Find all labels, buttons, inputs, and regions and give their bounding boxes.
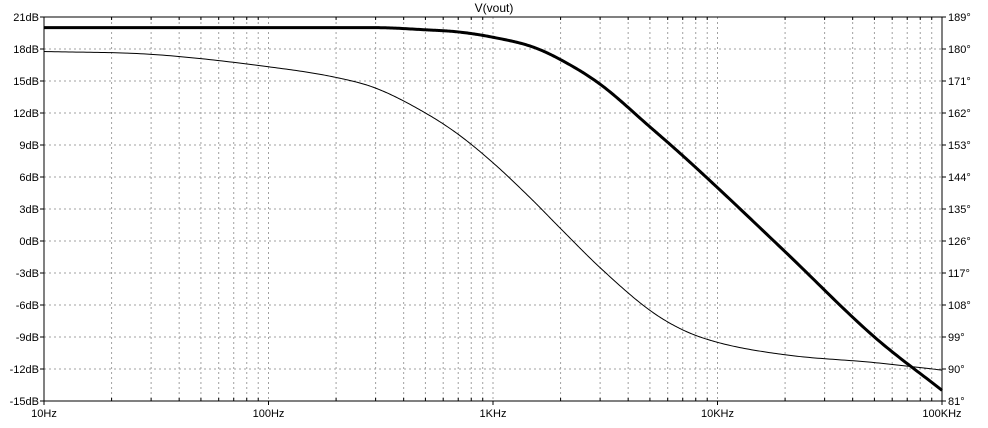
right-axis-tick-label: 81° <box>948 396 965 408</box>
series-lines <box>43 26 943 392</box>
right-axis-tick-label: 126° <box>948 236 971 248</box>
left-axis-tick-label: -12dB <box>10 364 39 376</box>
left-axis-tick-label: 15dB <box>13 76 39 88</box>
right-axis-tick-label: 117° <box>948 268 970 280</box>
left-axis-tick-label: 0dB <box>19 236 39 248</box>
x-axis-tick-label: 100Hz <box>253 408 285 420</box>
left-axis-tick-label: -6dB <box>16 300 39 312</box>
right-axis-tick-label: 90° <box>948 364 965 376</box>
phase-series-line <box>43 50 943 371</box>
x-axis-tick-label: 1KHz <box>480 408 507 420</box>
right-axis-tick-label: 180° <box>948 44 971 56</box>
magnitude-series-line <box>44 26 943 392</box>
left-axis-tick-labels: 21dB 18dB 15dB 12dB 9dB 6dB 3dB 0dB -3dB -6dB -9dB… <box>10 12 44 408</box>
left-axis-tick-label: -15dB <box>10 396 39 408</box>
left-axis-tick-label: -9dB <box>16 332 39 344</box>
right-axis-tick-label: 189° <box>948 12 971 24</box>
x-axis-tick-label: 10KHz <box>701 408 734 420</box>
left-axis-tick-label: 6dB <box>19 172 39 184</box>
left-axis-tick-label: 21dB <box>13 12 39 24</box>
x-axis-tick-label: 10Hz <box>31 408 57 420</box>
left-axis-tick-label: -3dB <box>16 268 39 280</box>
x-axis-tick-labels: 10Hz 100Hz 1KHz 10KHz 100KHz <box>31 401 962 420</box>
grid-lines <box>44 17 942 401</box>
right-axis-tick-labels: 189° 180° 171° 162° 153° 144° 135° 126° 117° 108°… <box>942 12 971 408</box>
right-axis-tick-label: 99° <box>948 332 965 344</box>
left-axis-tick-label: 12dB <box>13 108 39 120</box>
plot-frame <box>43 16 943 402</box>
x-axis-tick-label: 100KHz <box>922 408 961 420</box>
left-axis-tick-label: 3dB <box>19 204 39 216</box>
right-axis-tick-label: 162° <box>948 108 971 120</box>
right-axis-tick-label: 108° <box>948 300 971 312</box>
right-axis-tick-label: 135° <box>948 204 971 216</box>
right-axis-tick-label: 144° <box>948 172 971 184</box>
left-axis-tick-label: 9dB <box>19 140 39 152</box>
left-axis-tick-label: 18dB <box>13 44 39 56</box>
right-axis-tick-label: 171° <box>948 76 971 88</box>
chart-title: V(vout) <box>475 1 514 15</box>
right-axis-tick-label: 153° <box>948 140 971 152</box>
